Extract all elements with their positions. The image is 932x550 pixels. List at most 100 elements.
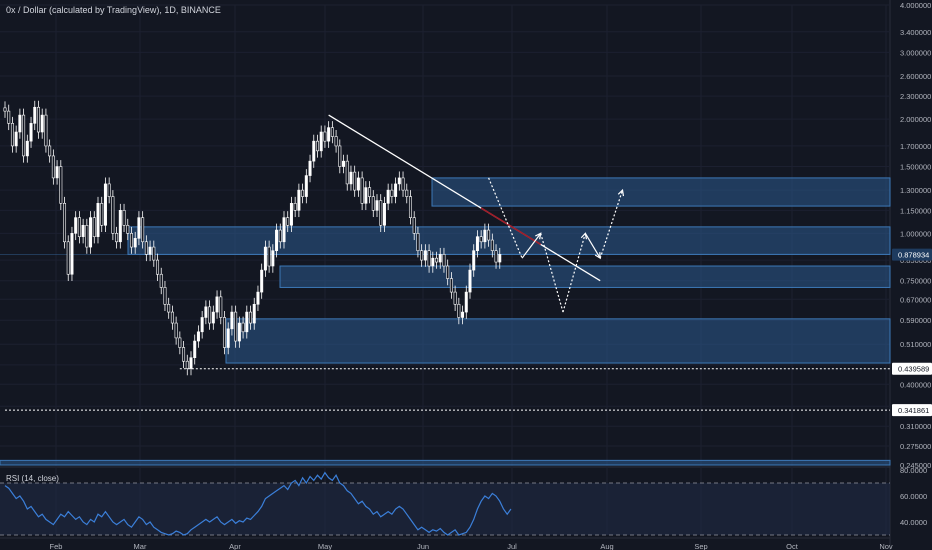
candle-down bbox=[222, 317, 226, 348]
candle-down bbox=[360, 177, 364, 204]
candle-up bbox=[461, 311, 465, 318]
time-tick-label: May bbox=[318, 542, 332, 550]
price-tick-label: 1.150000 bbox=[900, 206, 931, 215]
candle-down bbox=[234, 311, 238, 342]
candle-up bbox=[319, 131, 323, 152]
candle-up bbox=[375, 200, 379, 211]
projection-segment bbox=[540, 233, 564, 313]
price-label: 0.341861 bbox=[898, 406, 929, 415]
support-resistance-zone bbox=[0, 459, 891, 466]
price-label: 0.878934 bbox=[898, 251, 929, 260]
candle-down bbox=[144, 241, 148, 255]
candle-down bbox=[152, 246, 156, 261]
candles bbox=[3, 100, 502, 376]
candle-down bbox=[48, 145, 52, 157]
candle-up bbox=[382, 203, 386, 226]
candle-up bbox=[193, 340, 197, 358]
candle-up bbox=[55, 166, 59, 179]
candle-up bbox=[14, 131, 18, 147]
candle-up bbox=[472, 250, 476, 271]
rsi-band-fill bbox=[0, 483, 890, 535]
candle-up bbox=[356, 177, 360, 191]
candle-down bbox=[182, 347, 186, 362]
candle-up bbox=[342, 160, 346, 167]
candle-up bbox=[327, 127, 331, 142]
candle-down bbox=[36, 106, 40, 133]
candle-down bbox=[315, 140, 319, 152]
candle-down bbox=[141, 217, 145, 243]
candle-up bbox=[271, 250, 275, 267]
time-tick-label: Sep bbox=[694, 542, 707, 550]
candle-down bbox=[159, 273, 163, 288]
price-tick-label: 0.400000 bbox=[900, 380, 931, 389]
candle-up bbox=[297, 189, 301, 211]
support-resistance-zone bbox=[279, 265, 891, 288]
price-tick-label: 3.400000 bbox=[900, 28, 931, 37]
candle-down bbox=[22, 114, 26, 157]
candle-down bbox=[401, 177, 405, 191]
candle-down bbox=[278, 229, 282, 243]
price-labels: 0.878934 0.439589 0.341861 bbox=[892, 248, 932, 417]
candle-down bbox=[126, 224, 130, 234]
candle-down bbox=[107, 183, 111, 197]
projection-segment bbox=[488, 177, 523, 259]
rsi-tick-label: 60.0000 bbox=[900, 492, 927, 501]
candle-up bbox=[215, 296, 219, 313]
candle-up bbox=[252, 303, 256, 324]
rsi-axis: 80.0000 60.0000 40.0000 bbox=[900, 466, 927, 527]
candle-down bbox=[59, 166, 63, 204]
candle-down bbox=[345, 160, 349, 185]
time-tick-label: Jun bbox=[417, 542, 429, 550]
candle-down bbox=[390, 189, 394, 197]
time-tick-label: Mar bbox=[134, 542, 147, 550]
candle-up bbox=[312, 140, 316, 162]
candle-up bbox=[282, 217, 286, 243]
candle-down bbox=[85, 224, 89, 248]
price-tick-label: 1.300000 bbox=[900, 186, 931, 195]
time-tick-label: Oct bbox=[786, 542, 799, 550]
candle-up bbox=[256, 291, 260, 305]
price-tick-label: 0.670000 bbox=[900, 295, 931, 304]
candle-up bbox=[464, 291, 468, 313]
rsi-line bbox=[4, 471, 512, 536]
price-tick-label: 0.850000 bbox=[900, 256, 931, 265]
candle-down bbox=[163, 287, 167, 305]
support-resistance-zone bbox=[225, 318, 891, 364]
price-tick-label: 2.600000 bbox=[900, 72, 931, 81]
candle-down bbox=[457, 303, 461, 318]
candle-down bbox=[10, 123, 14, 147]
candle-down bbox=[412, 217, 416, 234]
candle-up bbox=[33, 106, 37, 124]
candle-up bbox=[423, 250, 427, 261]
candle-down bbox=[420, 250, 424, 261]
candle-down bbox=[178, 337, 182, 348]
candle-up bbox=[237, 322, 241, 342]
candle-down bbox=[241, 322, 245, 333]
price-tick-label: 2.300000 bbox=[900, 92, 931, 101]
time-tick-label: Jul bbox=[507, 542, 517, 550]
candle-down bbox=[267, 246, 271, 267]
candle-down bbox=[371, 196, 375, 211]
support-resistance-zone bbox=[127, 226, 891, 255]
candle-up bbox=[349, 171, 353, 185]
price-label-bg bbox=[892, 362, 932, 375]
candle-down bbox=[379, 200, 383, 226]
candle-down bbox=[408, 196, 412, 218]
price-tick-label: 2.000000 bbox=[900, 115, 931, 124]
candle-down bbox=[115, 233, 119, 243]
candle-up bbox=[431, 257, 435, 267]
candle-down bbox=[494, 250, 498, 263]
candle-up bbox=[200, 317, 204, 333]
candle-up bbox=[40, 114, 44, 133]
candle-down bbox=[487, 229, 491, 241]
candle-up bbox=[289, 203, 293, 226]
candle-up bbox=[118, 210, 122, 243]
chart-title: 0x / Dollar (calculated by TradingView),… bbox=[6, 5, 221, 15]
time-tick-label: Aug bbox=[600, 542, 613, 550]
candle-down bbox=[323, 131, 327, 142]
support-resistance-zone bbox=[431, 177, 891, 207]
candle-down bbox=[442, 254, 446, 267]
rsi-tick-label: 80.0000 bbox=[900, 466, 927, 475]
candle-up bbox=[29, 123, 33, 142]
price-label-bg bbox=[892, 248, 932, 261]
